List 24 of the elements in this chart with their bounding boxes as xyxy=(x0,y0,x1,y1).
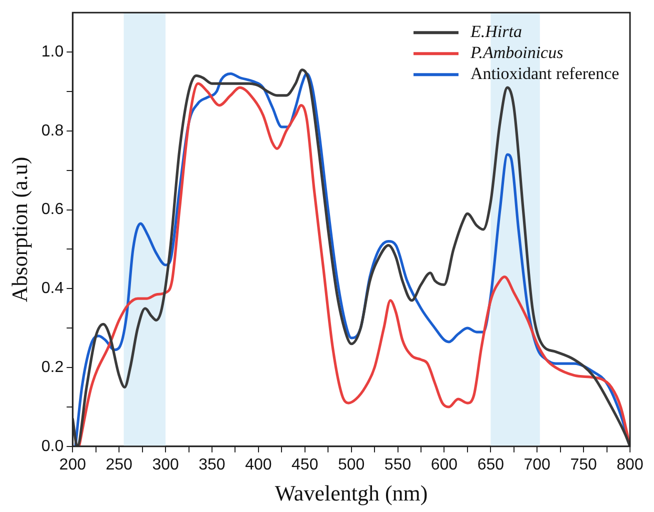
y-tick-label: 0.2 xyxy=(41,358,64,376)
y-axis-title: Absorption (a.u) xyxy=(6,156,32,302)
x-tick-label: 650 xyxy=(477,456,504,474)
y-tick-label: 1.0 xyxy=(41,43,64,60)
x-tick-label: 800 xyxy=(616,456,644,474)
y-tick-label: 0.6 xyxy=(41,201,64,218)
x-tick-label: 700 xyxy=(524,456,551,474)
y-tick-label: 0.8 xyxy=(41,122,64,140)
x-tick-label: 450 xyxy=(292,456,318,474)
x-axis-title: Wavelentgh (nm) xyxy=(274,480,428,506)
x-tick-label: 550 xyxy=(384,456,412,474)
x-tick-label: 350 xyxy=(198,456,226,474)
y-tick-label: 0.0 xyxy=(41,438,64,455)
x-tick-label: 750 xyxy=(570,456,597,474)
x-tick-label: 300 xyxy=(152,456,179,474)
x-tick-label: 600 xyxy=(430,456,458,474)
x-tick-label: 250 xyxy=(106,456,133,474)
legend-label: P.Amboinicus xyxy=(470,43,564,62)
legend-label: Antioxidant reference xyxy=(470,64,620,84)
x-tick-label: 500 xyxy=(338,456,365,474)
legend-label: E.Hirta xyxy=(470,22,522,42)
x-tick-label: 200 xyxy=(59,456,86,474)
x-tick-label: 400 xyxy=(245,456,272,474)
y-tick-label: 0.4 xyxy=(41,280,64,298)
